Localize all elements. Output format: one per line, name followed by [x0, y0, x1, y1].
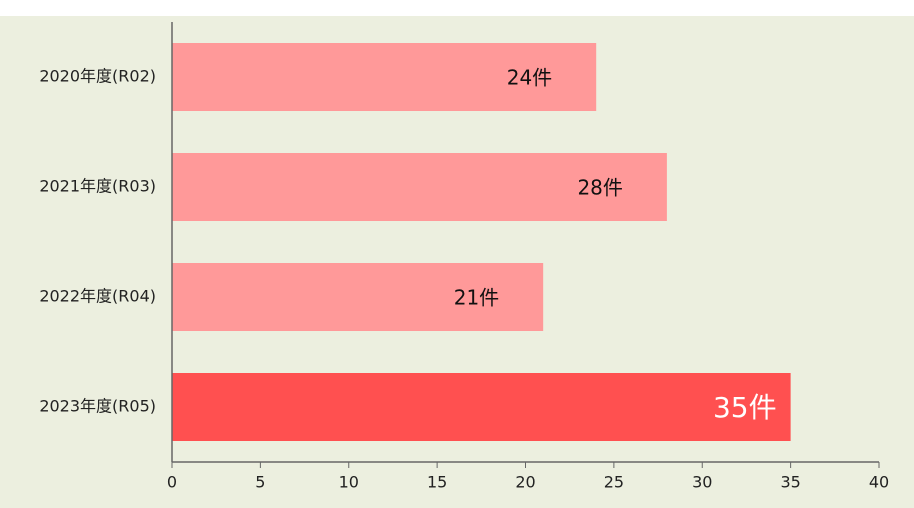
data-label: 28件: [577, 176, 622, 200]
data-label: 21件: [454, 286, 499, 310]
bar: [172, 373, 791, 441]
x-tick-label: 30: [692, 473, 712, 492]
data-label: 24件: [507, 66, 552, 90]
bar: [172, 43, 597, 111]
top-strip: [0, 0, 914, 16]
x-tick-label: 35: [780, 473, 800, 492]
x-tick-label: 15: [427, 473, 447, 492]
x-tick-label: 10: [339, 473, 359, 492]
bar: [172, 263, 544, 331]
y-tick-label: 2022年度(R04): [39, 287, 156, 306]
x-tick-label: 0: [167, 473, 177, 492]
bar: [172, 153, 667, 221]
y-tick-label: 2020年度(R02): [39, 67, 156, 86]
y-tick-label: 2023年度(R05): [39, 397, 156, 416]
x-tick-label: 20: [515, 473, 535, 492]
x-tick-label: 25: [604, 473, 624, 492]
y-tick-label: 2021年度(R03): [39, 177, 156, 196]
x-tick-label: 5: [255, 473, 265, 492]
data-label: 35件: [713, 391, 777, 424]
x-tick-label: 40: [869, 473, 889, 492]
